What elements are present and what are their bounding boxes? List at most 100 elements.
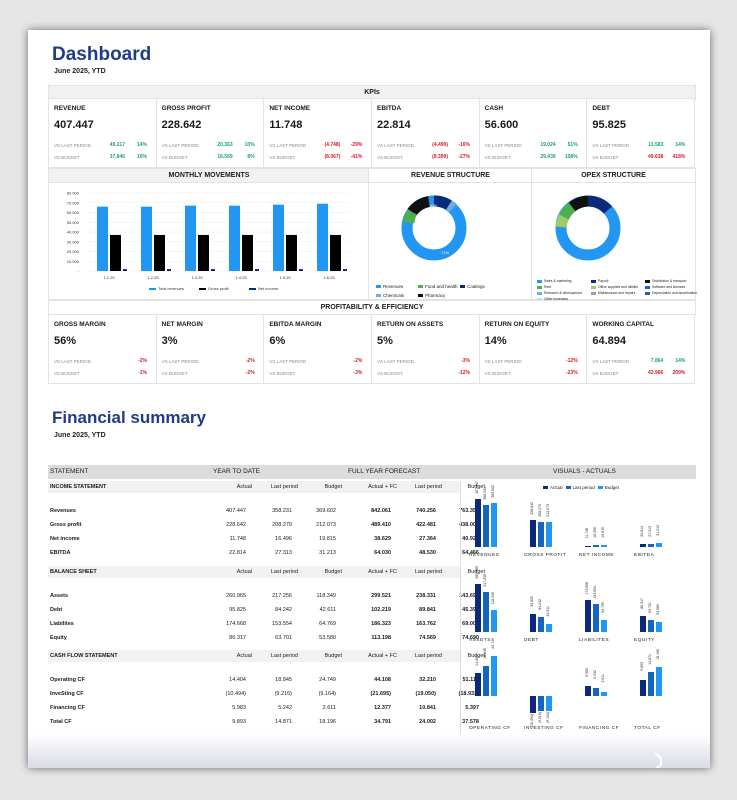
bar-data-label: 18.845 [483,647,487,659]
visual-bar [656,543,662,547]
kpi-delta-pct: 418% [672,154,686,160]
cell-value: 174.668 [226,621,246,627]
legend-swatch [537,297,542,301]
kpi-title: GROSS PROFIT [161,105,211,112]
kpi-compare-label: VS LAST PERIOD [592,143,630,148]
legend-swatch [376,285,381,289]
legend-label: Last period [572,485,595,490]
profit-title: GROSS MARGIN [54,321,106,328]
profit-delta-pct: 14% [675,358,686,364]
kpi-title: REVENUE [54,105,86,112]
cell-value: 53.580 [319,635,336,641]
cell-value: 69.004 [462,621,479,627]
y-tick-label: - [78,269,80,274]
legend-swatch [249,288,256,290]
gross-profit-bar [242,234,253,271]
bar-data-label: 9.893 [640,662,644,671]
y-tick-label: 80.000 [67,191,80,196]
column-header: Last period [270,569,298,575]
visual-category-label: LIABILITES [579,638,610,643]
cell-value: 238.331 [416,593,436,599]
kpi-delta-pct: 108% [564,154,578,160]
visual-bar [585,686,591,696]
profit-compare-label: VS LAST PERIOD [592,359,630,364]
revenue-pct-1: 10% [429,203,437,208]
visual-bar [483,504,489,547]
kpi-delta: 20.363 [217,142,233,148]
kpi-delta: 29.439 [540,154,556,160]
visual-bar [538,522,544,547]
net-income-bar [211,269,215,271]
cell-value: 2.611 [322,705,336,711]
revenue-legend-item: Pharmacy [415,293,445,298]
profit-delta-pct: -1% [138,370,147,376]
net-income-bar [255,269,259,271]
visual-bar [656,666,662,696]
cell-value: (19.050) [415,691,437,697]
kpi-compare-label: VS BUDGET [269,155,296,160]
legend-label: Research & development [544,291,583,295]
bar-data-label: 212.073 [546,504,550,517]
bar-data-label: 27.313 [648,525,652,537]
column-header: Budget [467,653,485,659]
profit-value: 14% [484,335,507,347]
profit-value: 64.894 [592,335,626,347]
kpi-delta: 11.583 [648,142,664,148]
legend-label: Maintenance and repairs [598,291,636,295]
x-tick-label: 1.1.25 [103,275,115,280]
section-title: INCOME STATEMENT [50,484,107,490]
column-header: Actual [236,484,252,490]
revenue-structure-title: REVENUE STRUCTURE [368,168,533,183]
profit-delta-pct: -12% [458,370,470,376]
section-header: CASH FLOW STATEMENT Actual Last period Budg… [48,650,485,662]
bar-data-label: 217.256 [483,574,487,587]
profit-delta-pct: -2% [138,358,147,364]
profit-card: RETURN ON EQUITY 14% VS LAST PERIOD VS BUDG… [478,314,588,384]
profit-compare-label: VS LAST PERIOD [377,359,414,364]
kpi-compare-label: VS BUDGET [592,155,619,160]
visual-category-label: OPERATING CF [469,726,511,731]
cell-value: 113.198 [371,635,391,641]
profit-card: NET MARGIN 3% VS LAST PERIOD VS BUDGET -2% -2… [155,314,265,384]
profit-title: WORKING CAPITAL [592,321,654,328]
visual-bar [593,603,599,632]
visual-bar [601,544,607,547]
visual-bar [538,696,544,711]
header-fyf: FULL YEAR FORECAST [348,468,421,475]
legend-label: Food and health [425,284,458,289]
y-tick-label: 30.000 [67,239,80,244]
row-label: Revenues [50,508,76,514]
revenue-donut: 10% 71% [401,195,467,261]
y-tick-label: 70.000 [67,200,80,205]
cell-value: 163.762 [416,621,436,627]
kpi-card: DEBT 95.825 VS LAST PERIOD VS BUDGET 11.583 4… [586,98,695,168]
legend-label: Total revenues [158,286,184,291]
cell-value: 143.694 [459,593,479,599]
legend-label: Other expenses [544,297,568,301]
net-income-bar [343,269,347,271]
kpi-compare-label: VS BUDGET [161,155,188,160]
cell-value: 84.242 [275,607,292,613]
kpi-value: 228.642 [161,119,202,131]
cell-value: 18.196 [319,719,336,725]
legend-label: Depreciation and amortization [652,291,698,295]
legend-swatch [537,291,542,295]
cell-value: 32.210 [419,677,436,683]
cell-value: 63.701 [275,635,292,641]
section-1: BALANCE SHEET Actual Last period Budget Actu… [48,566,485,650]
profit-card: WORKING CAPITAL 64.894 VS LAST PERIOD VS BU… [586,314,695,384]
profit-compare-label: VS BUDGET [54,371,81,376]
cell-value: 31.213 [319,550,336,556]
legend-label: Revenues [383,284,404,289]
bar-data-label: 369.602 [491,485,495,499]
bar-data-label: 153.554 [593,585,597,599]
legend-label: Net income [258,286,279,291]
profit-compare-label: VS BUDGET [592,371,619,376]
profit-delta-pct: -2% [245,358,255,364]
row-label: EBITDA [50,550,71,556]
column-header: Last period [414,653,442,659]
row-label: Net income [50,536,80,542]
visual-bar [593,545,599,547]
cell-value: 489.410 [371,522,391,528]
bar-data-label: 19.815 [601,526,605,538]
